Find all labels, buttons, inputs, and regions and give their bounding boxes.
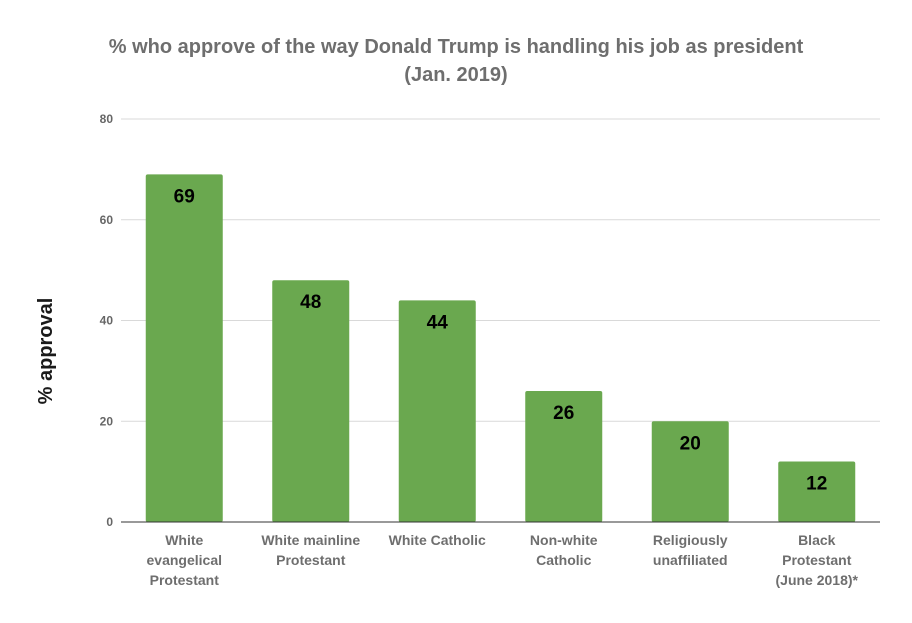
- bar: [651, 421, 729, 522]
- y-axis-label: % approval: [35, 298, 57, 405]
- gridlines: [121, 118, 880, 422]
- x-axis-ticks: White evangelical Protestant White mainline…: [147, 532, 859, 588]
- data-label: 44: [427, 312, 449, 333]
- data-label: 12: [806, 474, 827, 495]
- bar: [398, 300, 476, 522]
- data-labels: 69 48 44 26 20 12: [174, 186, 828, 494]
- x-tick-label: Religiously unaffiliated: [653, 532, 728, 568]
- chart-subtitle: (Jan. 2019): [404, 64, 507, 86]
- y-tick-label: 60: [100, 213, 114, 227]
- x-tick-label: Black Protestant (June 2018)*: [776, 532, 859, 588]
- x-tick-label: White evangelical Protestant: [147, 532, 223, 588]
- y-tick-label: 80: [100, 112, 114, 126]
- bar: [272, 280, 350, 522]
- x-tick-label: White Catholic: [389, 532, 486, 548]
- bars: [145, 174, 856, 522]
- data-label: 26: [553, 403, 574, 424]
- x-tick-label: Non-white Catholic: [530, 532, 598, 568]
- y-axis-ticks: 0 20 40 60 80: [100, 112, 114, 529]
- y-tick-label: 0: [106, 515, 113, 529]
- data-label: 48: [300, 292, 321, 313]
- y-tick-label: 20: [100, 414, 114, 428]
- data-label: 69: [174, 186, 195, 207]
- bar: [778, 461, 856, 522]
- chart-title: % who approve of the way Donald Trump is…: [109, 36, 804, 58]
- bar: [525, 391, 603, 522]
- bar: [145, 174, 223, 522]
- data-label: 20: [680, 433, 701, 454]
- y-tick-label: 40: [100, 314, 114, 328]
- x-tick-label: White mainline Protestant: [261, 532, 360, 568]
